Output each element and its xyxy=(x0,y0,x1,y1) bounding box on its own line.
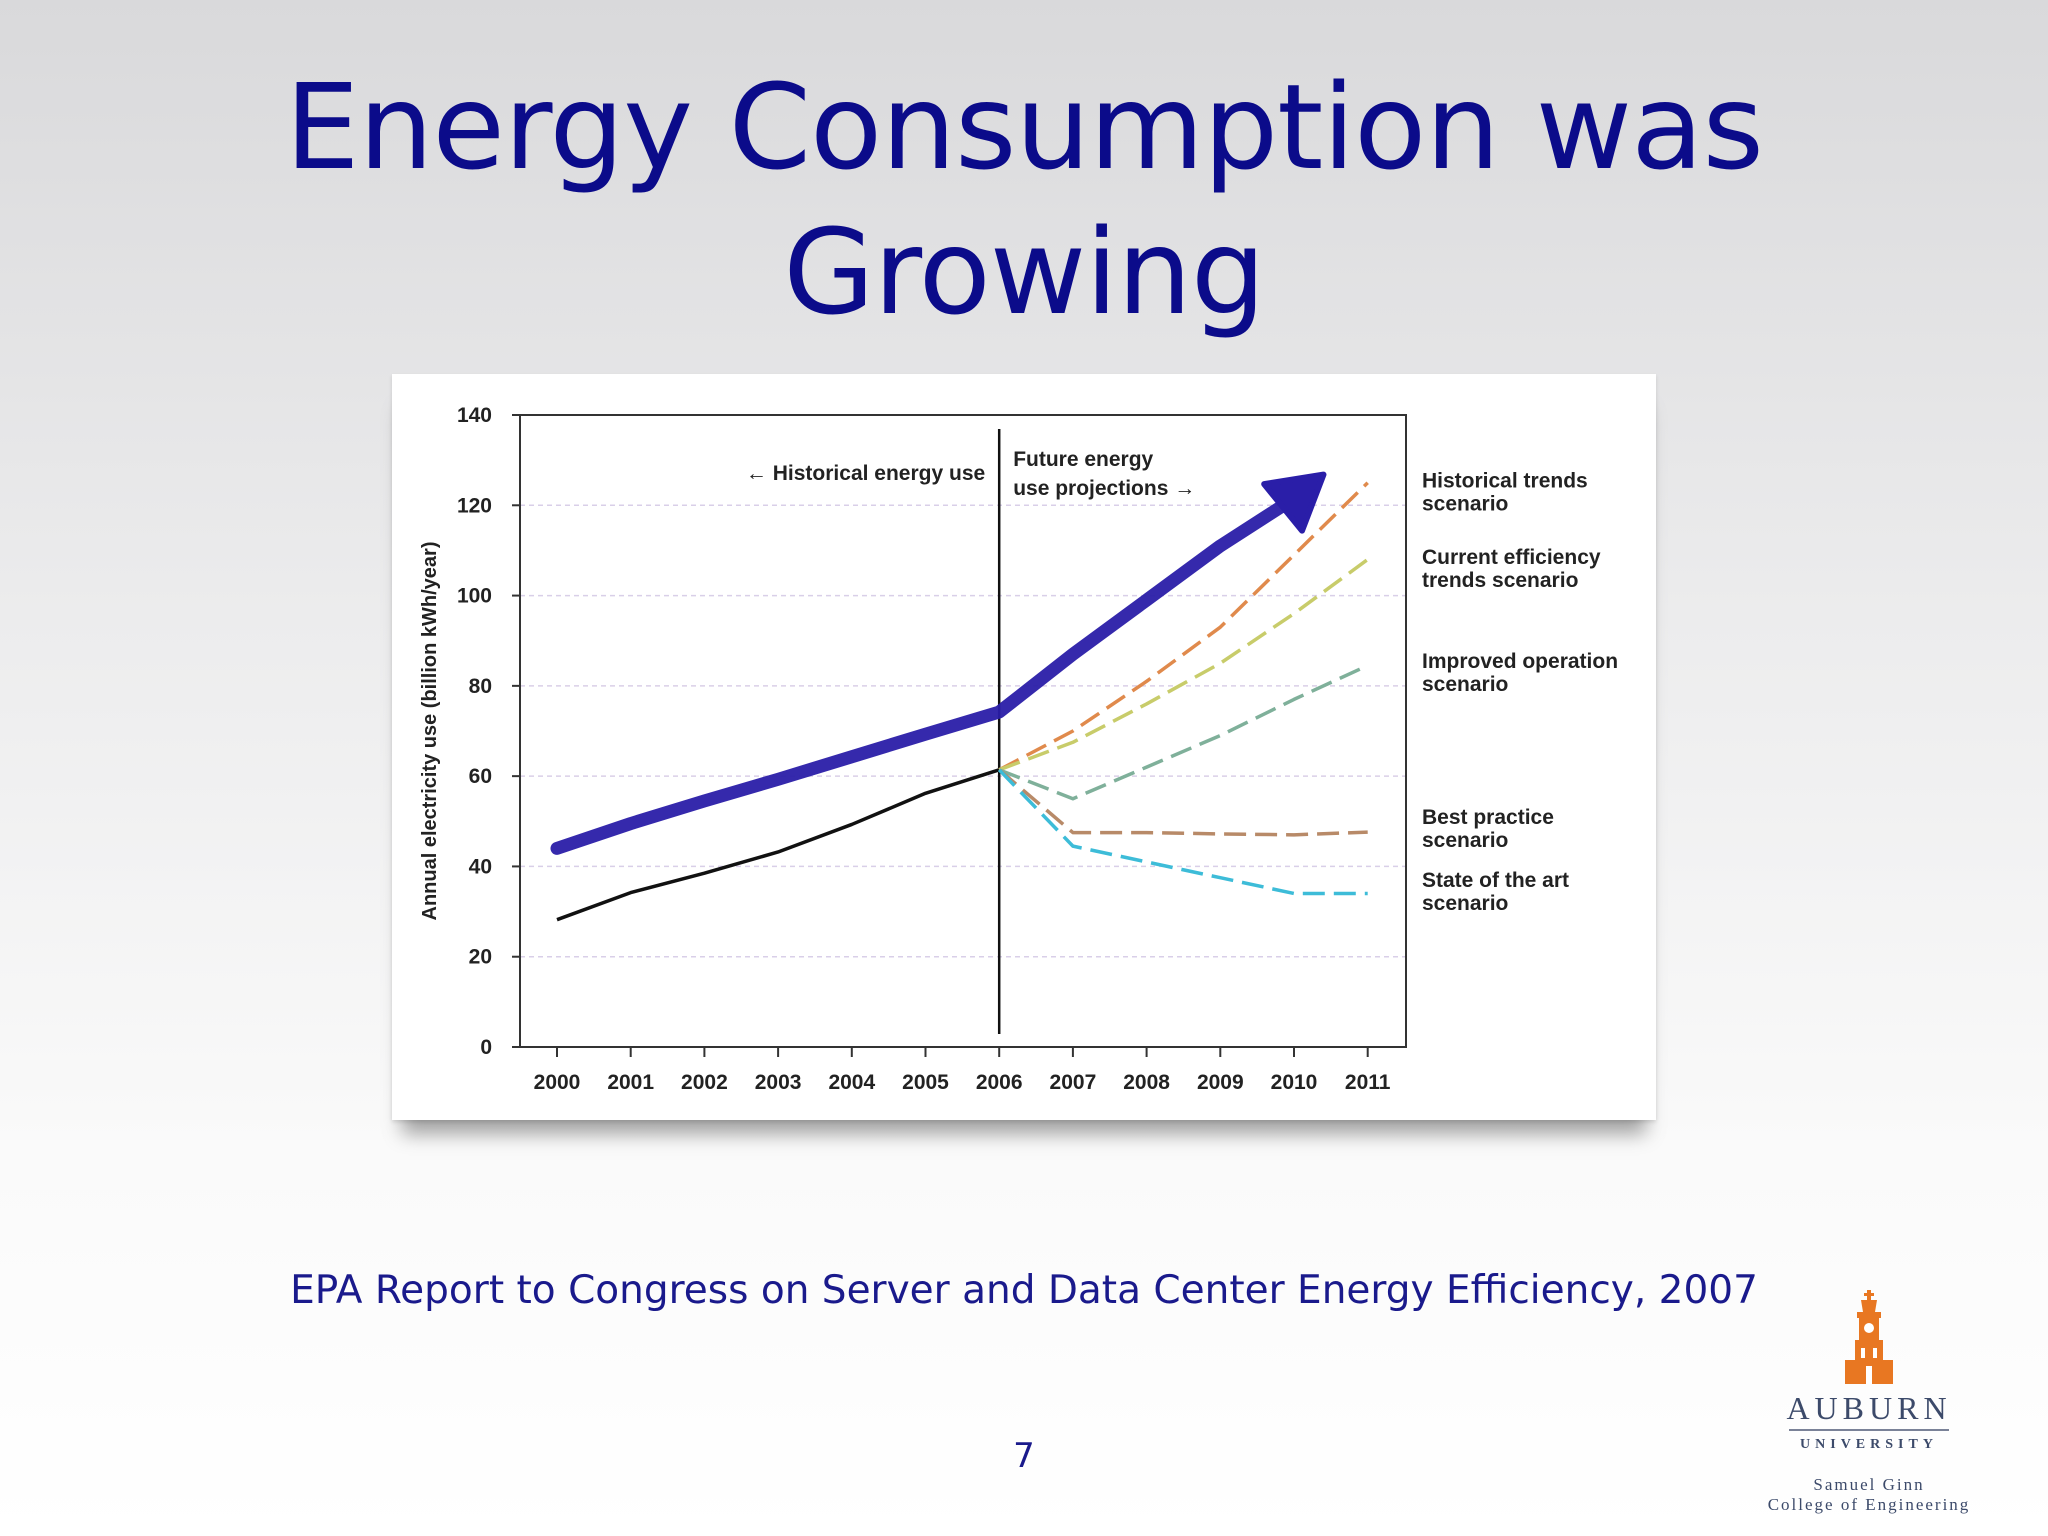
plot-frame xyxy=(519,414,1407,1048)
x-tick-label: 2006 xyxy=(976,1071,1023,1094)
x-tick-label: 2000 xyxy=(534,1071,581,1094)
page-number: 7 xyxy=(1013,1436,1035,1476)
series-label-line2: scenario xyxy=(1422,673,1508,696)
series-label-line1: Improved operation xyxy=(1422,650,1618,673)
series-line xyxy=(998,481,1369,772)
logo-sub: UNIVERSITY xyxy=(1800,1437,1938,1452)
series-label-line2: scenario xyxy=(1422,492,1508,515)
overlay-arrow-line xyxy=(550,492,1301,855)
x-tick-label: 2011 xyxy=(1345,1071,1391,1094)
y-axis-label: Annual electricity use (billion kWh/year… xyxy=(419,542,441,921)
annotation-historical: ← Historical energy use xyxy=(746,462,985,485)
x-tick-label: 2003 xyxy=(755,1071,802,1094)
x-tick-label: 2005 xyxy=(902,1071,949,1094)
series-label-line1: Best practice xyxy=(1422,806,1554,829)
series-line xyxy=(998,558,1369,772)
y-tick-label: 60 xyxy=(469,765,492,788)
logo-college: Samuel Ginn College of Engineering xyxy=(1734,1475,2004,1515)
series-label-line2: scenario xyxy=(1422,892,1508,915)
chart-card: 0 20 40 60 80 100 120 140 2000 2001 2002 2003 2004 20… xyxy=(392,374,1656,1120)
series-line xyxy=(998,663,1369,801)
logo-name: AUBURN xyxy=(1786,1390,1952,1426)
annotation-future-1: Future energy xyxy=(1013,448,1153,471)
y-tick-label: 140 xyxy=(457,404,492,427)
title-line-1: Energy Consumption was xyxy=(285,58,1764,196)
tower-icon xyxy=(1845,1290,1893,1384)
y-tick-label: 0 xyxy=(480,1036,492,1059)
source-citation: EPA Report to Congress on Server and Dat… xyxy=(290,1268,1758,1313)
logo-rule xyxy=(1789,1429,1949,1431)
slide-title: Energy Consumption was Growing xyxy=(0,55,2048,345)
logo-college-line2: College of Engineering xyxy=(1767,1495,1971,1514)
y-tick-label: 40 xyxy=(469,855,492,878)
y-tick-label: 20 xyxy=(469,946,492,969)
title-line-2: Growing xyxy=(783,203,1266,341)
energy-chart: 0 20 40 60 80 100 120 140 2000 2001 2002 2003 2004 20… xyxy=(419,404,1618,1094)
x-tick-label: 2008 xyxy=(1123,1071,1170,1094)
x-tick-label: 2004 xyxy=(828,1071,875,1094)
x-tick-label: 2002 xyxy=(681,1071,728,1094)
x-tick-label: 2001 xyxy=(607,1071,654,1094)
logo-college-line1: Samuel Ginn xyxy=(1813,1475,1925,1494)
overlay-arrow-head xyxy=(1261,471,1327,534)
y-tick-label: 120 xyxy=(457,494,492,517)
x-tick-label: 2010 xyxy=(1271,1071,1318,1094)
series-label-line2: trends scenario xyxy=(1422,569,1578,592)
series-line xyxy=(997,768,1368,896)
series-line xyxy=(556,768,1000,922)
series-label-line1: Current efficiency xyxy=(1422,546,1601,569)
series-line xyxy=(998,768,1368,837)
series-label-line2: scenario xyxy=(1422,829,1508,852)
y-tick-label: 80 xyxy=(469,675,492,698)
x-tick-label: 2009 xyxy=(1197,1071,1244,1094)
series-label-line1: State of the art xyxy=(1422,869,1569,892)
auburn-logo: AUBURN UNIVERSITY Samuel Ginn College of… xyxy=(1734,1290,2004,1514)
x-tick-label: 2007 xyxy=(1050,1071,1097,1094)
y-tick-label: 100 xyxy=(457,585,492,608)
annotation-future-2: use projections → xyxy=(1013,477,1195,500)
series-label-line1: Historical trends xyxy=(1422,469,1588,492)
